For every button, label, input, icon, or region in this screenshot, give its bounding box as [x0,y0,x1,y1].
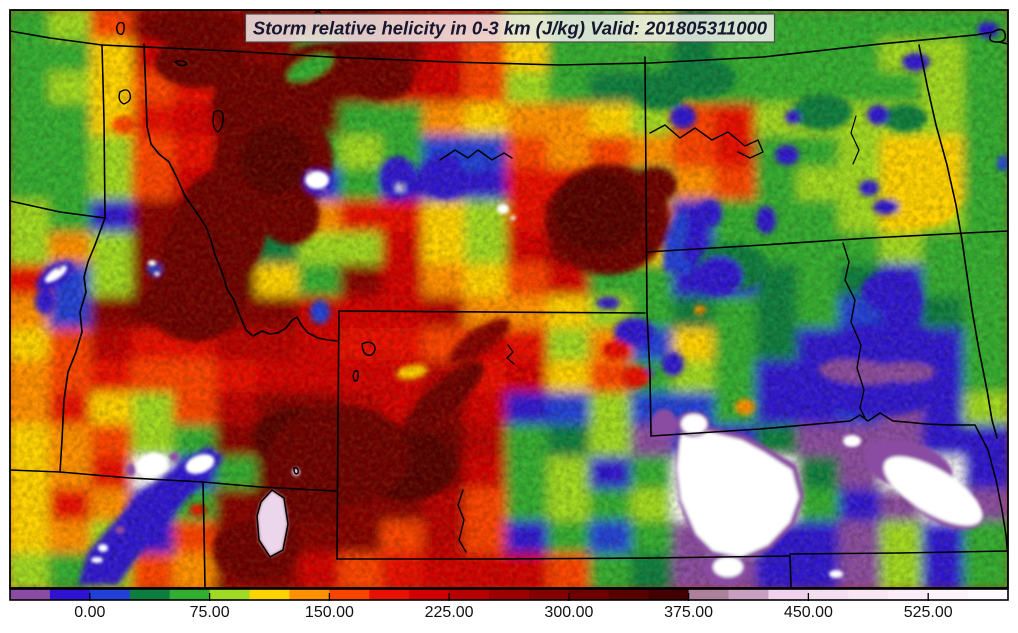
svg-text:375.00: 375.00 [664,604,713,621]
svg-text:Storm relative helicity in 0-3: Storm relative helicity in 0-3 km (J/kg)… [253,18,768,39]
svg-text:225.00: 225.00 [425,604,474,621]
svg-text:0.00: 0.00 [74,604,105,621]
svg-text:450.00: 450.00 [784,604,833,621]
svg-text:150.00: 150.00 [305,604,354,621]
svg-text:525.00: 525.00 [904,604,953,621]
svg-text:75.00: 75.00 [190,604,230,621]
svg-text:300.00: 300.00 [544,604,593,621]
